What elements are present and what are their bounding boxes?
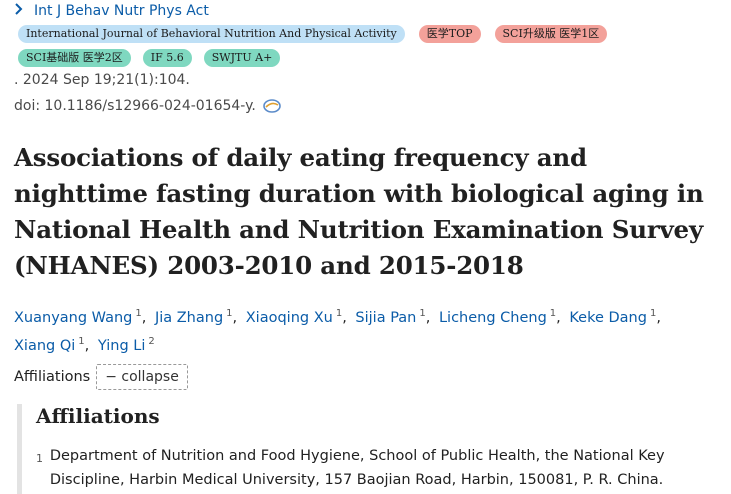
impact-factor-tag[interactable]: IF 5.6: [142, 49, 192, 67]
author-link[interactable]: Keke Dang 1: [569, 308, 657, 326]
journal-tags-row-2: SCI基础版 医学2区 IF 5.6 SWJTU A+: [18, 49, 281, 67]
sci-upgrade-tag[interactable]: SCI升级版 医学1区: [494, 25, 608, 43]
affiliations-label: Affiliations: [14, 369, 91, 385]
affiliations-heading: Affiliations: [36, 404, 160, 428]
author-link[interactable]: Sijia Pan 1: [355, 308, 426, 326]
citation: . 2024 Sep 19;21(1):104.: [14, 72, 190, 88]
sci-basic-tag[interactable]: SCI基础版 医学2区: [18, 49, 131, 67]
medicine-top-tag[interactable]: 医学TOP: [418, 25, 481, 43]
author-link[interactable]: Xuanyang Wang 1: [14, 308, 142, 326]
swjtu-tag[interactable]: SWJTU A+: [203, 49, 281, 67]
chevron-right-icon: [14, 3, 28, 19]
author-link[interactable]: Xiang Qi 1: [14, 336, 85, 354]
affiliations-panel: Affiliations 1 Department of Nutrition a…: [17, 404, 731, 494]
doi-line: doi: 10.1186/s12966-024-01654-y.: [14, 98, 282, 114]
doi-text: doi: 10.1186/s12966-024-01654-y.: [14, 98, 256, 114]
author-link[interactable]: Ying Li 2: [97, 336, 155, 354]
journal-link[interactable]: Int J Behav Nutr Phys Act: [14, 3, 209, 19]
author-list: Xuanyang Wang 1, Jia Zhang 1, Xiaoqing Xu 1…: [14, 308, 661, 354]
affiliations-toggle: Affiliations − collapse: [14, 364, 188, 390]
affiliation-item: 1 Department of Nutrition and Food Hygie…: [36, 444, 706, 492]
journal-abbrev: Int J Behav Nutr Phys Act: [34, 3, 209, 19]
author-link[interactable]: Jia Zhang 1: [154, 308, 233, 326]
article-title: Associations of daily eating frequency a…: [14, 143, 704, 280]
author-link[interactable]: Licheng Cheng 1: [438, 308, 557, 326]
affiliation-number: 1: [36, 452, 43, 465]
author-link[interactable]: Xiaoqing Xu 1: [245, 308, 343, 326]
journal-tags-row-1: International Journal of Behavioral Nutr…: [18, 25, 608, 43]
link-icon[interactable]: [262, 98, 282, 114]
collapse-button[interactable]: − collapse: [96, 364, 188, 390]
affiliation-text: Department of Nutrition and Food Hygiene…: [49, 448, 665, 488]
journal-fullname-tag[interactable]: International Journal of Behavioral Nutr…: [18, 25, 405, 43]
